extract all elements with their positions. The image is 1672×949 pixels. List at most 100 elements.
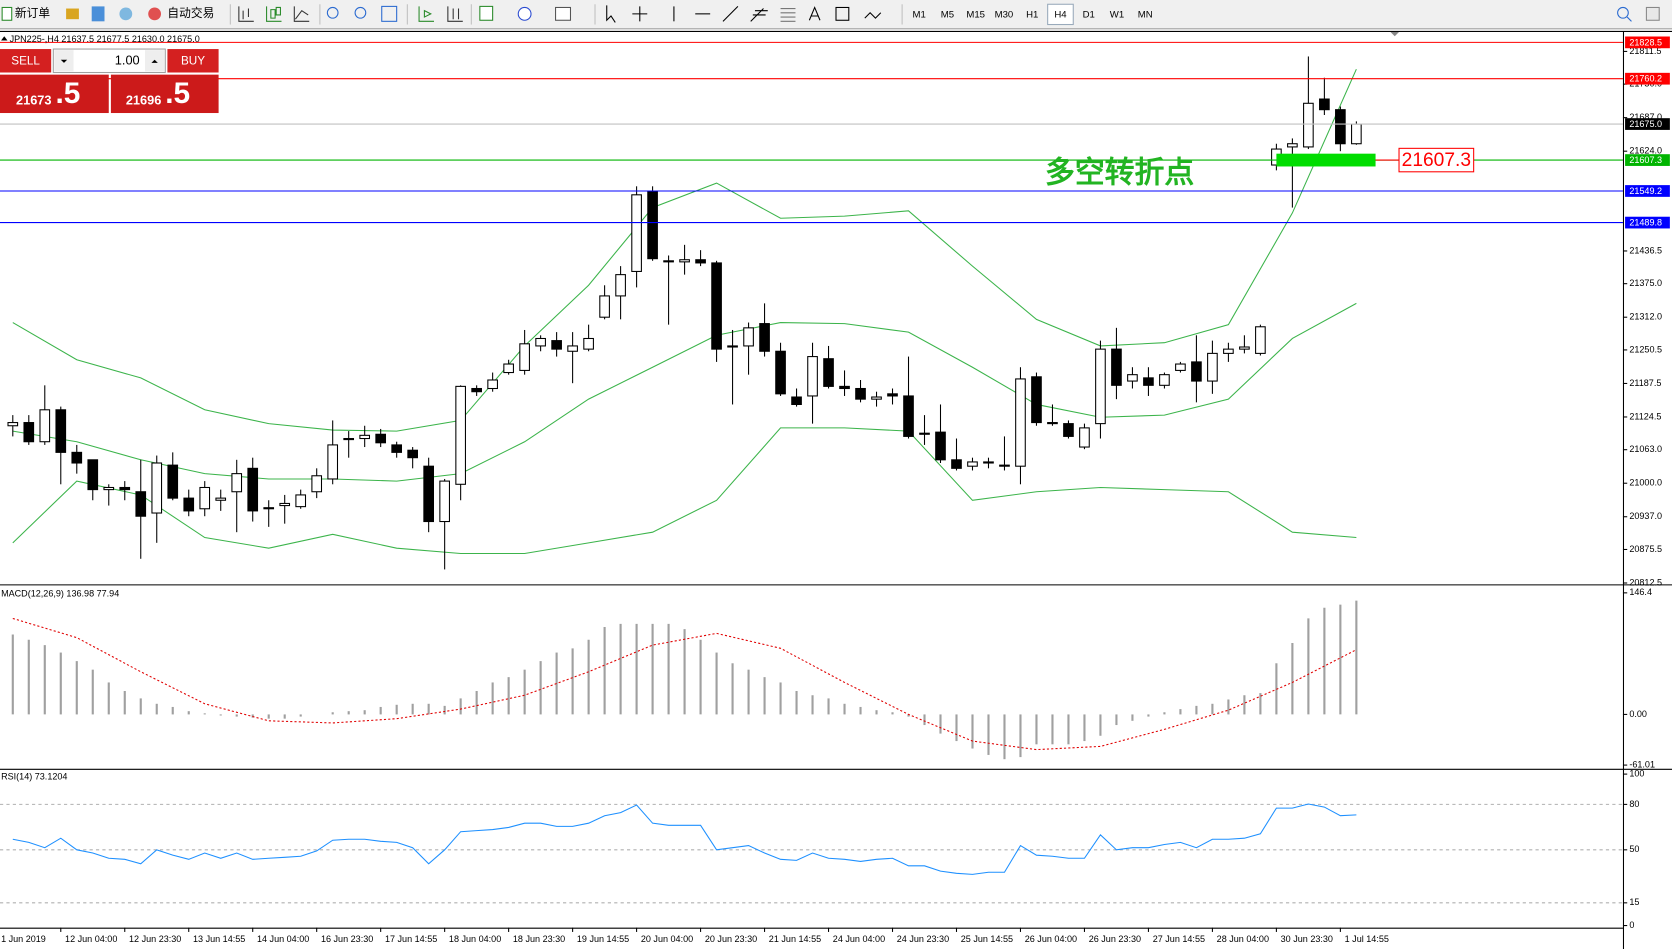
candle-body xyxy=(263,507,275,510)
candle-body xyxy=(679,259,690,263)
candle-body xyxy=(199,486,211,510)
indicator-line xyxy=(12,803,1357,875)
candle-body xyxy=(71,451,83,464)
candle-body xyxy=(999,464,1010,467)
price-level-label: 21760.2 xyxy=(1629,74,1662,84)
price-level-label: 21549.2 xyxy=(1629,186,1662,196)
zoom-in-icon[interactable] xyxy=(326,6,339,19)
candle-body xyxy=(1047,422,1058,425)
x-tick-label: 17 Jun 14:55 xyxy=(385,934,437,944)
shift-icon[interactable] xyxy=(447,6,463,22)
line-chart-icon[interactable] xyxy=(293,6,310,22)
candle-body xyxy=(615,274,626,297)
y-tick-label: 20937.0 xyxy=(1629,511,1662,521)
candle-chart-icon[interactable] xyxy=(266,6,282,22)
y-tick-label: 20875.5 xyxy=(1629,544,1662,554)
candle-body xyxy=(567,345,578,352)
candle-body xyxy=(1223,348,1234,354)
y-tick-label: 21063.0 xyxy=(1629,444,1662,454)
price-level-tag xyxy=(1625,154,1670,166)
x-tick-label: 25 Jun 14:55 xyxy=(961,934,1013,944)
x-tick-label: 24 Jun 04:00 xyxy=(833,934,885,944)
indicator-line xyxy=(12,617,1357,751)
candle-body xyxy=(919,432,930,435)
candle-body xyxy=(759,323,770,352)
candle-body xyxy=(1335,109,1346,145)
candle-body xyxy=(1239,346,1250,350)
timeframe-active xyxy=(1047,3,1074,26)
ask-box[interactable] xyxy=(110,74,219,114)
price-level-label: 21489.8 xyxy=(1629,218,1662,228)
indicators-icon[interactable] xyxy=(479,5,494,21)
timeframe-button[interactable]: D1 xyxy=(1083,9,1095,20)
timeframe-button[interactable]: H4 xyxy=(1054,9,1067,20)
zoom-out-icon[interactable] xyxy=(354,6,367,19)
buy-button[interactable] xyxy=(167,49,219,73)
candle-body xyxy=(391,444,403,453)
toolbar-icon[interactable] xyxy=(66,8,79,20)
x-tick-label: 26 Jun 04:00 xyxy=(1025,934,1077,944)
x-tick-label: 19 Jun 14:55 xyxy=(577,934,629,944)
candle-body xyxy=(455,385,466,485)
price-level-label: 21607.3 xyxy=(1629,155,1662,165)
toolbar-icon[interactable] xyxy=(119,7,133,21)
templates-icon[interactable] xyxy=(555,6,572,21)
panel-title: RSI(14) 73.1204 xyxy=(1,772,67,782)
x-tick-label: 24 Jun 23:30 xyxy=(897,934,949,944)
volume-field[interactable] xyxy=(52,48,166,74)
sell-button[interactable] xyxy=(0,49,52,73)
candle-body xyxy=(519,343,530,371)
candle-body xyxy=(487,379,498,390)
timeframe-button[interactable]: M30 xyxy=(995,9,1014,20)
candle-body xyxy=(1143,377,1154,386)
x-tick-label: 18 Jun 04:00 xyxy=(449,934,501,944)
auto-trading-icon[interactable] xyxy=(148,7,162,21)
autoscroll-icon[interactable] xyxy=(418,6,434,22)
bid-box[interactable] xyxy=(0,74,109,114)
candle-body xyxy=(727,345,738,348)
x-tick-label: 30 Jun 23:30 xyxy=(1281,934,1333,944)
y-tick-label: 21687.0 xyxy=(1629,112,1662,122)
menu-icon[interactable] xyxy=(1645,6,1660,21)
crosshair-icon[interactable] xyxy=(632,6,648,22)
candle-body xyxy=(55,409,67,453)
label-icon[interactable] xyxy=(835,6,850,21)
auto-trading-button[interactable]: 自动交易 xyxy=(167,6,214,20)
candle-body xyxy=(1079,427,1090,448)
chart-icon xyxy=(1,36,8,41)
new-order-button[interactable]: 新订单 xyxy=(15,6,50,20)
search-icon[interactable] xyxy=(1617,6,1629,19)
timeframe-button[interactable]: M5 xyxy=(941,9,954,20)
arrows-icon[interactable] xyxy=(864,12,882,19)
bar-chart-icon[interactable] xyxy=(238,6,254,22)
candle-body xyxy=(983,461,994,464)
cursor-icon[interactable] xyxy=(606,5,616,23)
y-tick-label: 50 xyxy=(1629,844,1639,854)
price-level-tag xyxy=(1625,72,1670,85)
channel-icon[interactable] xyxy=(750,8,768,22)
x-tick-label: 21 Jun 14:55 xyxy=(769,934,821,944)
timeframe-button[interactable]: MN xyxy=(1138,9,1153,20)
timeframe-button[interactable]: W1 xyxy=(1110,9,1124,20)
y-tick-label: 21624.0 xyxy=(1629,146,1662,156)
new-order-icon[interactable] xyxy=(1,6,13,21)
trendline-icon[interactable] xyxy=(722,6,739,22)
candle-body xyxy=(1255,326,1266,354)
candle-body xyxy=(327,444,339,480)
y-tick-label: 21124.5 xyxy=(1629,411,1661,421)
panel-title: JPN225-,H4 21637.5 21677.5 21630.0 21675… xyxy=(10,34,200,44)
x-tick-label: 28 Jun 04:00 xyxy=(1217,934,1269,944)
timeframe-button[interactable]: M15 xyxy=(966,9,985,20)
candle-body xyxy=(359,434,371,440)
timeframe-button[interactable]: M1 xyxy=(913,9,926,20)
periods-icon[interactable] xyxy=(517,6,532,21)
tile-icon[interactable] xyxy=(381,5,398,22)
price-level-tag xyxy=(1625,185,1670,197)
candle-body xyxy=(407,449,418,459)
candle-body xyxy=(439,480,450,523)
toolbar-icon[interactable] xyxy=(91,6,105,22)
timeframe-button[interactable]: H1 xyxy=(1026,9,1038,20)
text-icon[interactable] xyxy=(808,6,821,21)
fibo-icon[interactable] xyxy=(780,7,796,22)
